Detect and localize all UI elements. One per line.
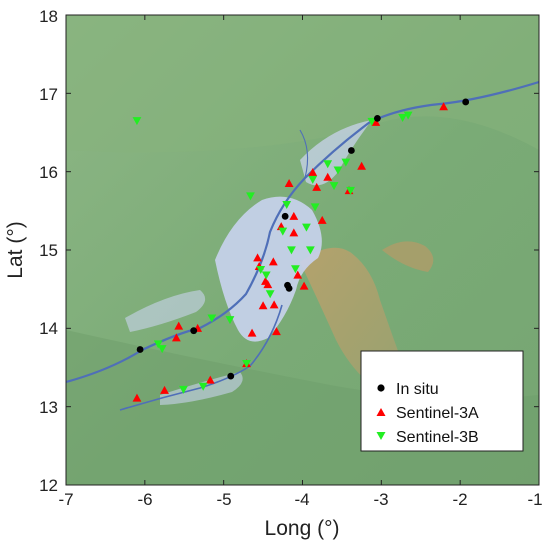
x-axis-title: Long (°) — [265, 517, 340, 540]
sentinel-3b-point — [302, 223, 311, 232]
sentinel-3b-point — [341, 158, 351, 167]
sentinel-3b-point — [242, 359, 251, 368]
y-tick-label: 17 — [39, 85, 58, 104]
sentinel-3b-point — [310, 203, 320, 212]
y-tick-label: 13 — [39, 398, 58, 417]
in-situ-point — [281, 212, 289, 220]
sentinel-3a-point — [289, 228, 299, 237]
x-tick-label: -5 — [216, 490, 231, 509]
sentinel-3b-point — [333, 166, 343, 175]
sentinel-3a-point — [284, 179, 294, 188]
points-layer — [132, 98, 470, 402]
in-situ-point — [190, 327, 198, 335]
in-situ-point — [136, 346, 144, 353]
sentinel-3a-point — [171, 333, 181, 342]
sentinel-3a-point — [258, 301, 268, 310]
sentinel-3b-point — [256, 265, 266, 274]
y-tick-label: 18 — [39, 7, 58, 26]
legend-in-situ-label: In situ — [396, 381, 439, 398]
sentinel-3a-point — [263, 280, 273, 289]
legend: In situ Sentinel-3A Sentinel-3B — [360, 350, 524, 452]
sentinel-3b-point — [198, 382, 208, 391]
in-situ-point — [227, 372, 235, 380]
sentinel-3b-point — [132, 117, 142, 126]
bani-river — [119, 304, 283, 411]
sentinel-3a-point — [289, 211, 299, 220]
sentinel-3b-point — [398, 114, 408, 123]
legend-in-situ-marker — [377, 384, 385, 392]
x-tick-label: -2 — [452, 490, 467, 509]
y-tick-label: 15 — [39, 241, 58, 260]
sentinel-3b-point — [207, 314, 217, 323]
sentinel-3b-point — [153, 340, 163, 349]
legend-sentinel-3b-label: Sentinel-3B — [396, 429, 479, 446]
sentinel-3b-point — [329, 182, 339, 191]
sentinel-3a-point — [312, 182, 322, 191]
sentinel-3b-point — [246, 192, 255, 201]
plateau-escarpment — [382, 241, 434, 272]
y-tick-label: 12 — [39, 476, 58, 495]
sentinel-3a-point — [439, 102, 449, 111]
sentinel-3a-point — [247, 328, 257, 337]
sentinel-3b-point — [225, 316, 235, 325]
sentinel-3b-point — [323, 160, 333, 169]
sentinel-3b-point — [403, 111, 413, 120]
sentinel-3a-point — [269, 300, 279, 309]
legend-box — [360, 350, 524, 452]
y-ticks — [66, 14, 539, 486]
sentinel-3b-point — [261, 271, 271, 280]
sentinel-3a-point — [323, 172, 333, 181]
sentinel-3b-point — [287, 246, 296, 255]
sentinel-3a-point — [317, 215, 327, 224]
sentinel-3a-point — [174, 321, 184, 330]
sentinel-3b-point — [282, 200, 292, 209]
sentinel-3a-point — [160, 385, 169, 394]
sentinel-3a-point — [357, 161, 367, 170]
sentinel-3b-point — [346, 186, 355, 195]
in-situ-point — [285, 284, 293, 292]
sentinel-3a-point — [371, 117, 381, 126]
sentinel-3b-point — [291, 265, 300, 274]
in-situ-point — [373, 115, 381, 122]
x-tick-label: -4 — [294, 490, 309, 509]
in-situ-point — [462, 98, 470, 106]
in-situ-point — [347, 147, 355, 154]
sentinel-3a-point — [293, 270, 303, 279]
western-flood-plain — [125, 290, 206, 332]
sentinel-3b-point — [305, 246, 315, 255]
sentinel-3a-point — [205, 375, 215, 384]
sentinel-3a-point — [308, 168, 318, 177]
sentinel-3b-point — [179, 385, 188, 394]
tributary-north — [299, 129, 309, 179]
legend-sentinel-3a-label: Sentinel-3A — [396, 405, 479, 422]
y-tick-label: 16 — [39, 163, 58, 182]
sentinel-3a-point — [132, 393, 142, 402]
x-tick-label: -7 — [58, 490, 73, 509]
sentinel-3b-point — [265, 290, 275, 299]
y-tick-label: 14 — [39, 319, 58, 338]
northern-lakes — [300, 120, 372, 186]
legend-sentinel-3a-marker — [376, 408, 386, 416]
x-tick-label: -6 — [137, 490, 152, 509]
sentinel-3b-point — [278, 227, 288, 236]
north-plain — [66, 15, 539, 153]
legend-sentinel-3b-marker — [376, 432, 386, 440]
y-axis: 12 13 14 15 16 17 18 Lat (°) — [4, 7, 539, 495]
sentinel-3a-point — [268, 257, 278, 266]
sentinel-3a-point — [299, 281, 309, 290]
sentinel-3b-point — [157, 345, 167, 354]
sentinel-3b-point — [367, 117, 377, 126]
x-ticks — [65, 15, 540, 485]
x-tick-label: -1 — [527, 490, 542, 509]
y-axis-title: Lat (°) — [4, 221, 27, 278]
x-tick-label: -3 — [373, 490, 388, 509]
sentinel-3a-point — [272, 327, 281, 336]
x-axis: -7 -6 -5 -4 -3 -2 -1 Long (°) — [58, 15, 543, 540]
sentinel-3a-point — [253, 253, 262, 262]
sentinel-3b-point — [308, 175, 318, 184]
